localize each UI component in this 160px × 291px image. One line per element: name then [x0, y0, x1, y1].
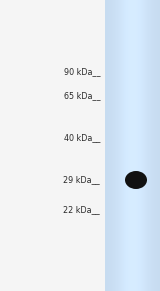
Text: 65 kDa__: 65 kDa__ [64, 91, 100, 100]
Text: 29 kDa__: 29 kDa__ [63, 175, 100, 184]
Text: 22 kDa__: 22 kDa__ [63, 205, 100, 214]
Text: 90 kDa__: 90 kDa__ [64, 68, 100, 77]
Ellipse shape [125, 171, 147, 189]
Text: 40 kDa__: 40 kDa__ [64, 134, 100, 143]
